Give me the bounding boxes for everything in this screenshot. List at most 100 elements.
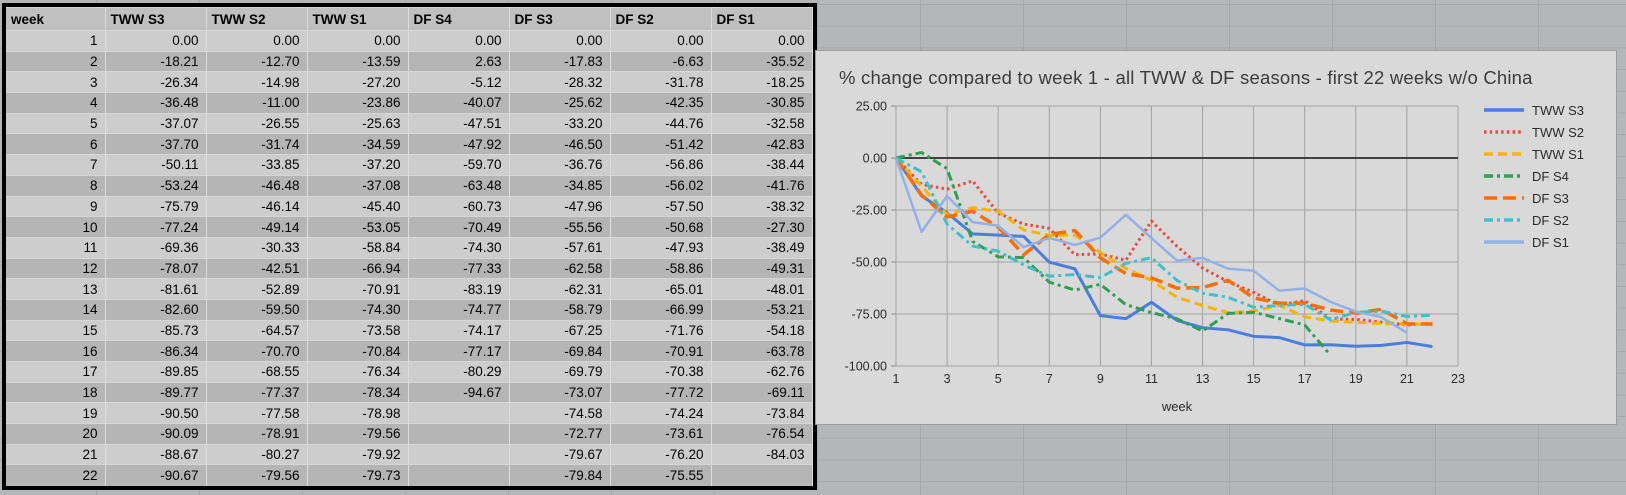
- table-cell[interactable]: -56.02: [610, 174, 712, 196]
- table-cell-week[interactable]: 7: [6, 154, 106, 176]
- table-cell[interactable]: -47.51: [408, 112, 510, 134]
- table-cell-week[interactable]: 20: [6, 423, 106, 445]
- table-cell[interactable]: -62.31: [509, 278, 611, 300]
- table-cell-week[interactable]: 11: [6, 236, 106, 259]
- table-cell[interactable]: -37.20: [307, 154, 409, 176]
- legend-item[interactable]: DF S1: [1484, 231, 1584, 253]
- table-cell[interactable]: -75.55: [610, 464, 712, 486]
- table-cell[interactable]: -47.92: [408, 133, 510, 155]
- table-cell[interactable]: -53.21: [711, 298, 813, 321]
- table-cell[interactable]: -77.33: [408, 257, 510, 279]
- table-cell[interactable]: [408, 423, 510, 445]
- table-cell[interactable]: -6.63: [610, 50, 712, 72]
- table-cell[interactable]: -79.56: [206, 464, 308, 486]
- table-cell[interactable]: -12.70: [206, 50, 308, 72]
- table-cell[interactable]: -80.27: [206, 443, 308, 465]
- table-cell[interactable]: 0.00: [509, 30, 611, 52]
- table-cell[interactable]: -74.30: [307, 298, 409, 321]
- table-cell[interactable]: -54.18: [711, 319, 813, 341]
- series-line-df-s3[interactable]: [894, 157, 1433, 326]
- table-cell[interactable]: -74.77: [408, 298, 510, 321]
- table-cell[interactable]: -62.58: [509, 257, 611, 279]
- table-cell[interactable]: -78.34: [307, 381, 409, 403]
- table-cell[interactable]: 0.00: [610, 30, 712, 52]
- table-cell[interactable]: -53.24: [105, 174, 207, 196]
- legend-item[interactable]: TWW S1: [1484, 143, 1584, 165]
- table-cell[interactable]: -78.91: [206, 423, 308, 445]
- table-cell[interactable]: -42.51: [206, 257, 308, 279]
- table-cell[interactable]: -33.85: [206, 154, 308, 176]
- table-cell[interactable]: [711, 464, 813, 486]
- table-cell[interactable]: -82.60: [105, 298, 207, 321]
- table-cell[interactable]: -88.67: [105, 443, 207, 465]
- table-cell[interactable]: -46.14: [206, 195, 308, 217]
- table-cell[interactable]: -70.38: [610, 361, 712, 383]
- table-cell-week[interactable]: 15: [6, 319, 106, 341]
- table-cell[interactable]: 0.00: [711, 30, 813, 52]
- table-cell[interactable]: -76.20: [610, 443, 712, 465]
- table-cell[interactable]: -57.61: [509, 236, 611, 259]
- table-cell[interactable]: -23.86: [307, 92, 409, 114]
- table-cell[interactable]: -70.70: [206, 340, 308, 362]
- table-cell-week[interactable]: 6: [6, 133, 106, 155]
- table-cell[interactable]: -70.91: [307, 278, 409, 300]
- table-cell[interactable]: -77.58: [206, 402, 308, 424]
- table-cell-week[interactable]: 13: [6, 278, 106, 300]
- table-cell-week[interactable]: 19: [6, 402, 106, 424]
- table-cell[interactable]: -59.50: [206, 298, 308, 321]
- table-cell[interactable]: -56.86: [610, 154, 712, 176]
- table-cell[interactable]: -67.25: [509, 319, 611, 341]
- table-cell[interactable]: -30.85: [711, 92, 813, 114]
- table-cell-week[interactable]: 9: [6, 195, 106, 217]
- table-cell[interactable]: -74.17: [408, 319, 510, 341]
- table-cell[interactable]: -73.07: [509, 381, 611, 403]
- table-cell[interactable]: -31.78: [610, 71, 712, 93]
- table-cell[interactable]: -58.86: [610, 257, 712, 279]
- table-header-cell[interactable]: TWW S2: [206, 7, 308, 31]
- table-cell[interactable]: -17.83: [509, 50, 611, 72]
- table-header-cell[interactable]: TWW S3: [105, 7, 207, 31]
- table-cell[interactable]: -84.03: [711, 443, 813, 465]
- table-cell-week[interactable]: 4: [6, 92, 106, 114]
- table-cell[interactable]: -66.94: [307, 257, 409, 279]
- table-cell[interactable]: -57.50: [610, 195, 712, 217]
- table-cell[interactable]: -64.57: [206, 319, 308, 341]
- table-cell[interactable]: -74.24: [610, 402, 712, 424]
- table-cell[interactable]: -41.76: [711, 174, 813, 196]
- table-cell[interactable]: -59.70: [408, 154, 510, 176]
- table-cell[interactable]: -73.61: [610, 423, 712, 445]
- table-cell[interactable]: -26.34: [105, 71, 207, 93]
- table-cell-week[interactable]: 18: [6, 381, 106, 403]
- table-cell-week[interactable]: 2: [6, 50, 106, 72]
- table-cell[interactable]: -74.30: [408, 236, 510, 259]
- table-cell[interactable]: -50.11: [105, 154, 207, 176]
- table-cell[interactable]: [408, 443, 510, 465]
- series-line-df-s2[interactable]: [895, 156, 1433, 322]
- table-cell[interactable]: -18.25: [711, 71, 813, 93]
- table-cell[interactable]: -62.76: [711, 361, 813, 383]
- table-cell[interactable]: -36.76: [509, 154, 611, 176]
- table-cell[interactable]: -18.21: [105, 50, 207, 72]
- table-cell[interactable]: 0.00: [206, 30, 308, 52]
- table-cell[interactable]: -69.84: [509, 340, 611, 362]
- chart-panel[interactable]: % change compared to week 1 - all TWW & …: [815, 50, 1617, 425]
- table-cell[interactable]: -63.78: [711, 340, 813, 362]
- table-cell[interactable]: -45.40: [307, 195, 409, 217]
- table-cell-week[interactable]: 8: [6, 174, 106, 196]
- table-cell[interactable]: -32.58: [711, 112, 813, 134]
- table-cell[interactable]: -51.42: [610, 133, 712, 155]
- table-header-cell[interactable]: DF S3: [509, 7, 611, 31]
- table-cell-week[interactable]: 1: [6, 30, 106, 52]
- table-cell[interactable]: -37.08: [307, 174, 409, 196]
- table-cell[interactable]: -28.32: [509, 71, 611, 93]
- table-cell[interactable]: -63.48: [408, 174, 510, 196]
- table-header-cell[interactable]: DF S4: [408, 7, 510, 31]
- table-cell[interactable]: -53.05: [307, 216, 409, 238]
- series-line-tww-s3[interactable]: [894, 157, 1433, 349]
- table-cell[interactable]: -38.44: [711, 154, 813, 176]
- table-cell[interactable]: -44.76: [610, 112, 712, 134]
- table-cell[interactable]: -86.34: [105, 340, 207, 362]
- table-cell[interactable]: -46.50: [509, 133, 611, 155]
- table-cell[interactable]: -14.98: [206, 71, 308, 93]
- table-cell-week[interactable]: 12: [6, 257, 106, 279]
